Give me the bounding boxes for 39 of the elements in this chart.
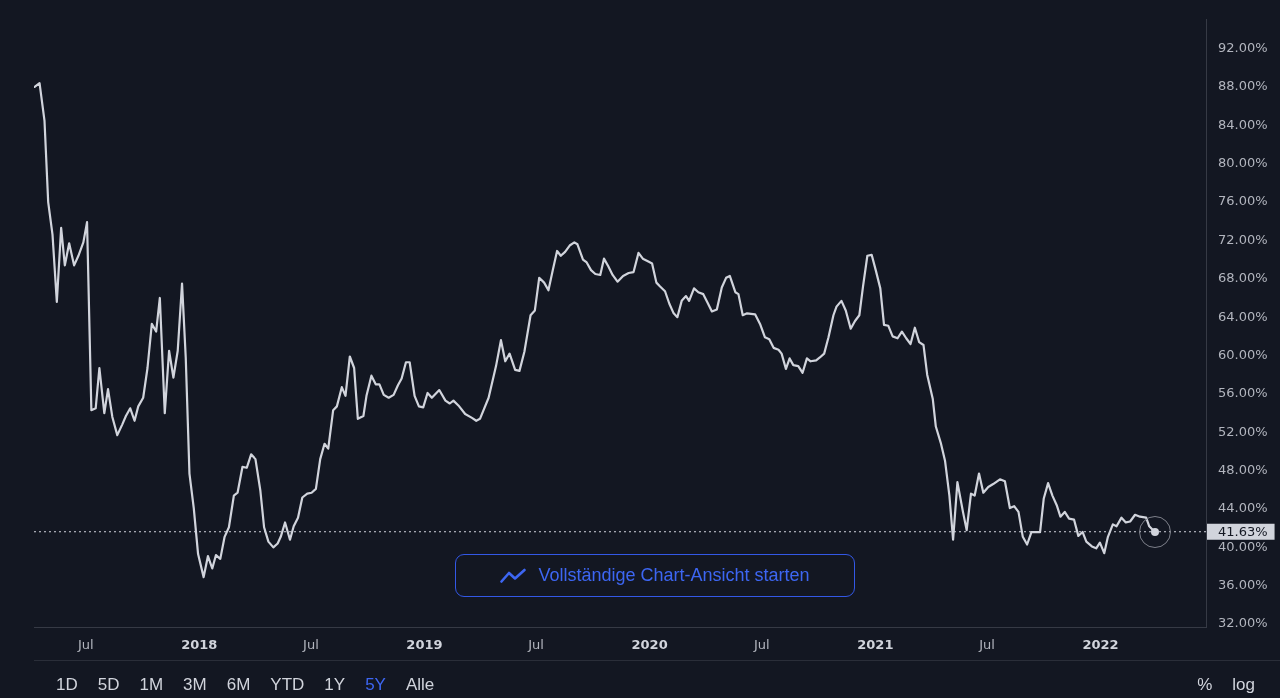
y-tick-label: 44.00%: [1218, 500, 1268, 516]
text: 6M: [226, 674, 251, 696]
y-tick-label: 84.00%: [1218, 116, 1268, 132]
text: log: [1232, 674, 1255, 696]
y-tick-label: 32.00%: [1218, 615, 1268, 631]
text: 3M: [183, 674, 207, 696]
text: 5D: [97, 674, 120, 696]
text: 1Y: [324, 674, 346, 696]
y-tick-label: 72.00%: [1218, 231, 1268, 247]
text: 1M: [139, 674, 164, 696]
x-tick-label: Jul: [753, 637, 770, 653]
y-tick-label: 36.00%: [1218, 577, 1268, 593]
y-tick-label: 64.00%: [1218, 308, 1268, 324]
x-tick-label: 2021: [857, 637, 894, 653]
y-tick-label: 92.00%: [1218, 39, 1268, 55]
y-tick-label: 80.00%: [1218, 155, 1268, 171]
y-tick-label: 52.00%: [1218, 423, 1268, 439]
text: 1D: [56, 674, 78, 696]
x-tick-label: 2022: [1082, 637, 1119, 653]
x-tick-label: 2019: [406, 637, 443, 653]
x-tick-label: 2018: [181, 637, 218, 653]
text: Alle: [405, 674, 435, 696]
text: 5Y: [365, 674, 386, 696]
x-tick-label: 2020: [631, 637, 668, 653]
y-tick-label: 56.00%: [1218, 385, 1268, 401]
y-tick-label: 76.00%: [1218, 193, 1268, 209]
ref-line-label: 41.63%: [1218, 524, 1268, 540]
text: %: [1197, 674, 1213, 696]
x-tick-label: Jul: [76, 637, 94, 653]
y-tick-label: 48.00%: [1218, 462, 1268, 478]
text: YTD: [270, 674, 305, 696]
y-tick-label: 40.00%: [1218, 538, 1268, 554]
y-tick-label: 88.00%: [1218, 78, 1268, 94]
y-tick-label: 68.00%: [1218, 270, 1268, 286]
y-tick-label: 60.00%: [1218, 346, 1268, 362]
x-tick-label: Jul: [302, 637, 319, 653]
x-tick-label: Jul: [527, 637, 544, 653]
x-tick-label: Jul: [978, 637, 995, 653]
annotation: Vollständige Chart-Ansicht starten: [538, 565, 810, 586]
